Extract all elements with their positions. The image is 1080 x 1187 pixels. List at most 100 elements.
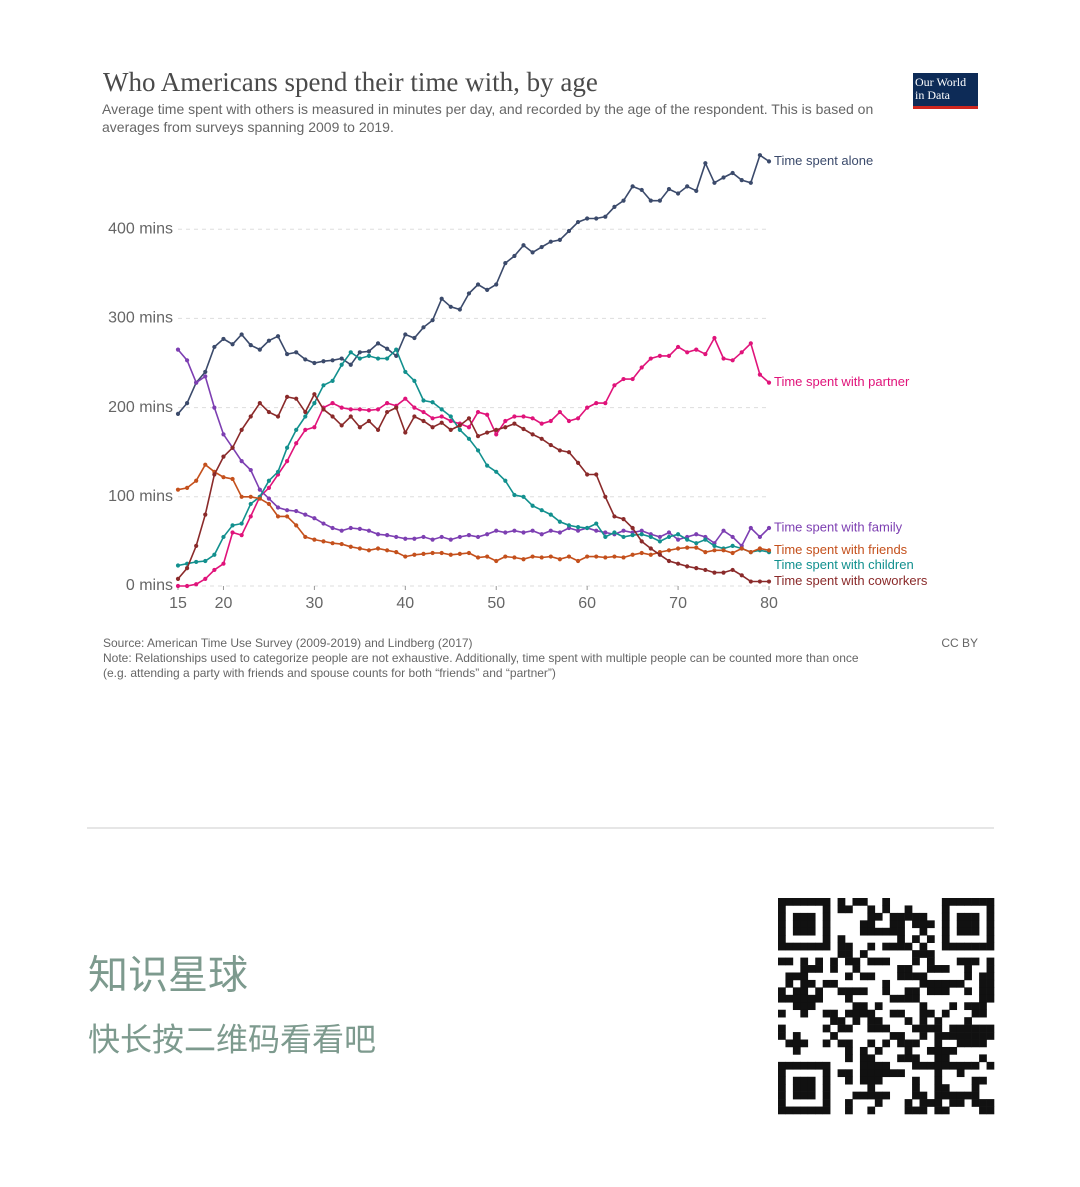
- qr-module: [822, 979, 831, 988]
- data-point: [230, 445, 235, 450]
- qr-module: [949, 898, 958, 906]
- qr-module: [941, 1061, 950, 1070]
- data-point: [485, 412, 490, 417]
- data-point: [321, 539, 326, 544]
- data-point: [375, 407, 381, 412]
- data-point: [566, 418, 572, 424]
- qr-module: [964, 912, 972, 921]
- qr-module: [934, 1032, 943, 1040]
- series-line: [177, 348, 770, 567]
- qr-module: [792, 898, 801, 906]
- qr-module: [778, 942, 786, 951]
- qr-module: [926, 1099, 935, 1107]
- qr-module: [919, 1032, 928, 1040]
- qr-module: [800, 1091, 809, 1100]
- qr-module: [807, 927, 816, 936]
- data-point: [403, 396, 408, 401]
- qr-module: [837, 935, 846, 943]
- data-point: [394, 353, 399, 358]
- qr-module: [919, 972, 928, 981]
- data-point: [466, 416, 472, 421]
- data-point: [539, 555, 544, 560]
- data-point: [594, 472, 599, 477]
- qr-module: [949, 1024, 958, 1033]
- data-point: [357, 425, 362, 430]
- qr-module: [919, 1017, 928, 1025]
- qr-module: [912, 1039, 920, 1048]
- qr-module: [845, 1069, 853, 1078]
- qr-module: [979, 994, 987, 1003]
- data-point: [494, 427, 499, 432]
- data-point: [485, 430, 490, 435]
- qr-module: [949, 1061, 958, 1070]
- qr-module: [964, 1061, 972, 1070]
- data-point: [530, 250, 535, 255]
- qr-module: [941, 920, 950, 929]
- data-point: [575, 528, 581, 533]
- data-point: [648, 356, 653, 361]
- data-point: [585, 472, 590, 477]
- series-line: [177, 349, 770, 548]
- qr-module: [845, 942, 853, 951]
- data-point: [294, 427, 299, 432]
- qr-module: [845, 1046, 853, 1055]
- qr-module: [934, 1046, 943, 1055]
- data-point: [421, 409, 426, 415]
- qr-module: [778, 1032, 786, 1040]
- data-point: [503, 478, 508, 483]
- data-point: [557, 409, 562, 415]
- qr-module: [792, 972, 801, 981]
- data-point: [766, 579, 772, 584]
- qr-module: [926, 1024, 935, 1033]
- qr-module: [867, 920, 876, 929]
- x-tick-label: 70: [669, 595, 687, 612]
- qr-module: [778, 957, 786, 966]
- qr-module: [815, 942, 823, 951]
- qr-module: [792, 1032, 801, 1040]
- data-point: [412, 536, 417, 541]
- data-point: [566, 523, 572, 528]
- qr-module: [837, 987, 846, 996]
- data-point: [694, 347, 699, 352]
- data-point: [475, 434, 481, 439]
- qr-module: [859, 1076, 868, 1085]
- data-point: [721, 570, 726, 575]
- qr-module: [897, 994, 905, 1003]
- qr-module: [867, 1084, 876, 1092]
- qr-module: [822, 898, 831, 906]
- data-point: [766, 548, 772, 553]
- qr-module: [926, 1046, 935, 1055]
- footer-subtitle: 快长按二维码看看吧: [88, 1021, 376, 1057]
- data-point: [375, 356, 381, 361]
- data-point: [348, 350, 353, 355]
- qr-module: [815, 898, 823, 906]
- data-point: [212, 552, 217, 557]
- qr-module: [845, 972, 853, 981]
- qr-module: [859, 927, 868, 936]
- qr-module: [912, 1054, 920, 1063]
- qr-module: [964, 965, 972, 973]
- data-point: [694, 541, 699, 546]
- qr-module: [986, 905, 995, 914]
- data-point: [175, 347, 181, 352]
- series-label: Time spent with family: [774, 519, 903, 534]
- data-point: [203, 462, 208, 467]
- data-point: [594, 554, 599, 559]
- qr-module: [778, 898, 786, 906]
- data-point: [303, 512, 308, 517]
- series-line: [178, 336, 770, 587]
- data-point: [230, 342, 235, 347]
- data-point: [494, 528, 499, 533]
- data-point: [585, 554, 590, 559]
- qr-module: [941, 942, 950, 951]
- qr-module: [882, 905, 891, 914]
- qr-module: [971, 1091, 980, 1100]
- data-point: [575, 525, 581, 530]
- data-point: [448, 427, 453, 432]
- qr-module: [859, 1091, 868, 1100]
- data-point: [685, 537, 690, 542]
- qr-module: [852, 1091, 861, 1100]
- qr-module: [897, 1054, 905, 1063]
- data-point: [521, 557, 526, 562]
- data-point: [475, 534, 481, 540]
